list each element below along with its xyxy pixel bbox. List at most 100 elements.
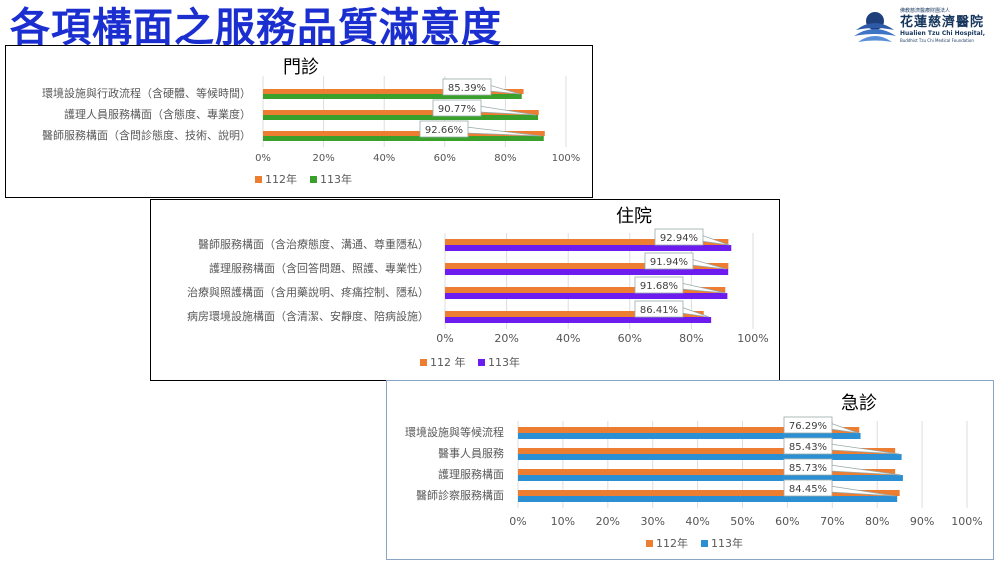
- legend-swatch-113: [478, 359, 485, 366]
- data-label-box: [783, 437, 833, 455]
- x-tick-label: 100%: [951, 515, 982, 528]
- data-label-box: [634, 276, 684, 294]
- logo-english-foundation: Buddhist Tzu Chi Medical Foundation: [900, 38, 974, 43]
- category-label: 醫師服務構面（含治療態度、溝通、尊重隱私）: [198, 237, 429, 251]
- bar-113: [263, 94, 522, 99]
- logo-org-name: 佛教慈濟醫療財團法人: [900, 8, 951, 14]
- data-label: 92.94%: [660, 233, 698, 244]
- legend-label-113: 113年: [320, 172, 352, 186]
- chart-title: 住院: [616, 206, 652, 227]
- x-tick-label: 20%: [494, 332, 518, 345]
- bar-113: [445, 317, 712, 323]
- slide-title: 各項構面之服務品質滿意度: [10, 5, 502, 51]
- data-label-box: [783, 458, 833, 476]
- inpatient-chart-panel: 0% 20% 40% 60% 80% 100% 住院醫師服務構面（含治療態度、溝通、尊重隱私…: [150, 199, 780, 381]
- chart-title: 急診: [841, 393, 877, 414]
- data-label-box: [634, 300, 684, 318]
- bar-112: [263, 110, 539, 115]
- category-label: 醫師診察服務構面: [416, 488, 504, 502]
- x-tick-label: 90%: [910, 515, 934, 528]
- data-label-box: [783, 416, 833, 434]
- category-label: 護理服務構面（含回答問題、照護、專業性）: [209, 261, 429, 275]
- data-label-box: [419, 120, 469, 138]
- outpatient-chart-panel: 0% 20% 40% 60% 80% 100% 門診 環境設施與行政流程（含硬體、等候時間） 8…: [5, 45, 593, 198]
- legend-label-112: 112年: [265, 172, 297, 186]
- x-tick-label: 0%: [436, 332, 453, 345]
- data-label: 85.73%: [789, 463, 827, 474]
- bar-113: [263, 136, 544, 141]
- data-label-box: [644, 252, 694, 270]
- data-label: 91.68%: [640, 281, 678, 292]
- legend-label-112: 112 年: [430, 355, 466, 369]
- x-tick-label: 40%: [373, 153, 395, 164]
- x-tick-label: 20%: [312, 153, 334, 164]
- x-tick-label: 0%: [255, 153, 271, 164]
- data-label: 85.43%: [789, 442, 827, 453]
- legend-label-113: 113年: [711, 536, 743, 550]
- x-tick-label: 80%: [494, 153, 516, 164]
- category-label: 環境設施與行政流程（含硬體、等候時間）: [42, 86, 251, 100]
- x-tick-label: 40%: [556, 332, 580, 345]
- data-label: 86.41%: [640, 305, 678, 316]
- data-label-box: [442, 78, 492, 96]
- data-label: 91.94%: [650, 257, 688, 268]
- x-tick-label: 100%: [737, 332, 768, 345]
- x-tick-label: 80%: [679, 332, 703, 345]
- legend-label-112: 112年: [656, 536, 688, 550]
- x-tick-label: 60%: [775, 515, 799, 528]
- x-tick-label: 0%: [509, 515, 526, 528]
- logo-hospital-name: 花蓮慈濟醫院: [900, 15, 985, 30]
- category-label: 環境設施與等候流程: [405, 425, 504, 439]
- data-label: 92.66%: [425, 125, 463, 136]
- data-label-box: [783, 479, 833, 497]
- data-label: 85.39%: [448, 83, 486, 94]
- emergency-chart: 0% 10% 20% 30% 40% 50% 60% 70% 80% 90% 100% 急診環境設施與…: [405, 393, 983, 550]
- bar-112: [445, 311, 704, 317]
- bar-112: [518, 469, 896, 475]
- bar-112: [445, 287, 726, 293]
- emergency-chart-panel: 0% 10% 20% 30% 40% 50% 60% 70% 80% 90% 100% 急診 環境設施與…: [386, 380, 994, 560]
- bar-112: [518, 490, 900, 496]
- hospital-logo: 佛教慈濟醫療財團法人 花蓮慈濟醫院 Hualien Tzu Chi Hospit…: [852, 8, 992, 52]
- legend-swatch-113: [701, 540, 708, 547]
- legend-swatch-112: [646, 540, 653, 547]
- data-label: 76.29%: [789, 421, 827, 432]
- category-label: 治療與照護構面（含用藥說明、疼痛控制、隱私）: [187, 285, 429, 299]
- bar-113: [518, 433, 861, 439]
- data-label-box: [432, 99, 482, 117]
- tzu-chi-emblem-icon: [854, 12, 896, 42]
- x-tick-label: 70%: [820, 515, 844, 528]
- bar-112: [445, 239, 729, 245]
- category-label: 護理人員服務構面（含態度、專業度）: [64, 107, 251, 121]
- bar-113: [445, 293, 728, 299]
- inpatient-chart: 0% 20% 40% 60% 80% 100% 住院醫師服務構面（含治療態度、溝通、尊重隱私…: [187, 206, 769, 369]
- bar-113: [518, 454, 902, 460]
- category-label: 醫事人員服務: [438, 446, 504, 460]
- legend-swatch-113: [310, 176, 317, 183]
- x-tick-label: 20%: [596, 515, 620, 528]
- bar-113: [263, 115, 539, 120]
- bar-113: [518, 475, 903, 481]
- logo-english-name: Hualien Tzu Chi Hospital,: [900, 30, 985, 37]
- x-tick-label: 30%: [640, 515, 664, 528]
- data-label: 90.77%: [438, 104, 476, 115]
- bar-113: [445, 245, 732, 251]
- legend-swatch-112: [255, 176, 262, 183]
- x-tick-label: 100%: [552, 153, 581, 164]
- x-tick-label: 50%: [730, 515, 754, 528]
- category-label: 護理服務構面: [438, 467, 504, 481]
- bar-112: [263, 131, 545, 136]
- bar-112: [263, 89, 524, 94]
- bar-112: [445, 263, 729, 269]
- x-tick-label: 60%: [434, 153, 456, 164]
- x-tick-label: 10%: [551, 515, 575, 528]
- x-tick-label: 40%: [685, 515, 709, 528]
- bar-113: [518, 496, 898, 502]
- legend-swatch-112: [420, 359, 427, 366]
- x-tick-label: 60%: [618, 332, 642, 345]
- legend-label-113: 113年: [488, 355, 520, 369]
- bar-112: [518, 427, 860, 433]
- data-label: 84.45%: [789, 484, 827, 495]
- bar-112: [518, 448, 896, 454]
